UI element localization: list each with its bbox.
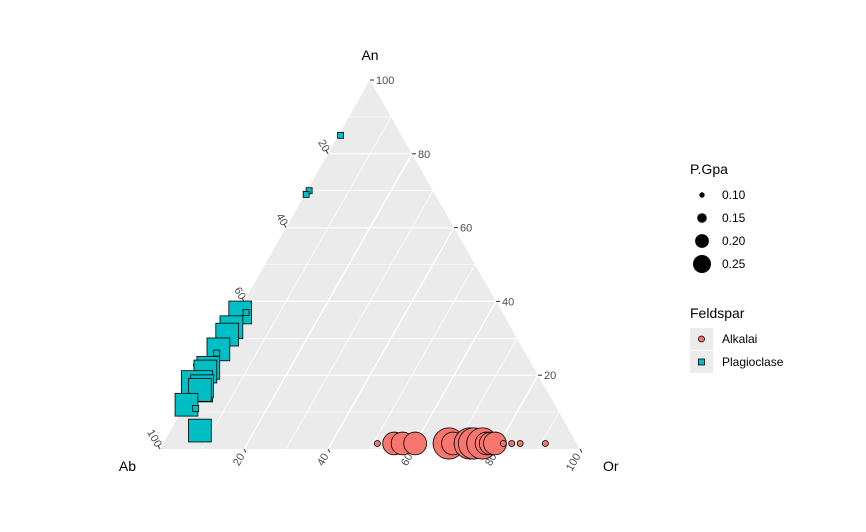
- ternary-grid: [181, 116, 560, 450]
- tick-label-an: 20: [544, 370, 556, 382]
- tick-label-or: 20: [231, 452, 248, 469]
- grid-line-or: [411, 301, 497, 450]
- legend-color-key-plagioclase: [698, 358, 705, 366]
- tick-mark-or: [327, 448, 331, 453]
- alkalai-point: [499, 440, 507, 447]
- plagioclase-point: [188, 418, 212, 443]
- plagioclase-point: [302, 190, 310, 198]
- legend-color-label: Plagioclase: [722, 355, 784, 369]
- plagioclase-point: [192, 405, 200, 412]
- ternary-points: [174, 131, 549, 460]
- grid-line-ab: [285, 190, 434, 450]
- tick-label-or: 60: [399, 452, 416, 469]
- grid-line-ab: [201, 116, 392, 450]
- alkalai-point: [541, 440, 549, 447]
- tick-mark-ab: [325, 150, 329, 155]
- tick-mark-or: [579, 448, 583, 453]
- legend-size-title: P.Gpa: [690, 161, 728, 177]
- legend-size-key: [693, 255, 711, 273]
- vertex-label-ab: Ab: [119, 458, 136, 474]
- legend-size-label: 0.15: [722, 211, 746, 225]
- legend: P.Gpa 0.10 0.15 0.20 0.25 Feldspar Alkalai P…: [690, 161, 784, 373]
- plagioclase-point: [242, 309, 250, 316]
- tick-label-or: 100: [564, 452, 584, 474]
- legend-color-label: Alkalai: [722, 332, 757, 346]
- grid-line-ab: [243, 153, 413, 450]
- grid-line-ab: [327, 227, 455, 450]
- legend-color-title: Feldspar: [690, 305, 745, 321]
- legend-size-key: [697, 213, 707, 223]
- plagioclase-point: [174, 392, 199, 417]
- legend-size-key: [699, 192, 705, 198]
- tick-mark-or: [243, 448, 247, 453]
- tick-mark-ab: [157, 445, 161, 450]
- plagioclase-point: [213, 349, 221, 357]
- alkalai-point: [373, 440, 381, 447]
- tick-label-ab: 40: [273, 211, 290, 228]
- tick-label-an: 80: [418, 149, 430, 161]
- legend-color-key-alkalai: [698, 335, 705, 343]
- tick-label-an: 60: [460, 223, 472, 235]
- tick-label-ab: 20: [315, 138, 332, 155]
- tick-mark-ab: [283, 223, 287, 228]
- tick-label-or: 40: [315, 452, 332, 469]
- vertex-label-or: Or: [603, 458, 619, 474]
- plagioclase-point: [337, 131, 345, 139]
- alkalai-point: [508, 440, 516, 447]
- tick-label-an: 100: [376, 75, 394, 87]
- tick-label-ab: 60: [231, 285, 248, 302]
- vertex-label-an: An: [361, 47, 378, 63]
- alkalai-point: [403, 431, 427, 456]
- alkalai-point: [516, 440, 524, 447]
- tick-label-ab: 100: [144, 428, 164, 450]
- legend-size-label: 0.25: [722, 257, 746, 271]
- grid-line-or: [537, 411, 560, 450]
- legend-size-label: 0.20: [722, 234, 746, 248]
- grid-line-ab: [369, 264, 476, 450]
- tick-label-an: 40: [502, 296, 514, 308]
- legend-size-label: 0.10: [722, 188, 746, 202]
- legend-size-key: [695, 234, 709, 248]
